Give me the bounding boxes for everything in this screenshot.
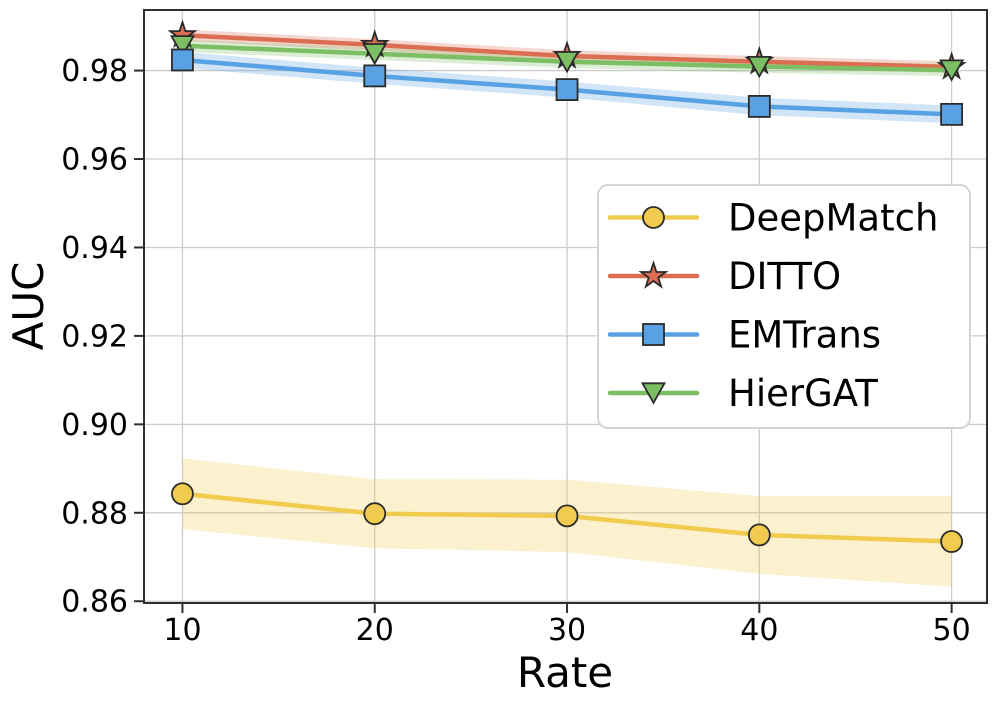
emtrans-square-marker-icon	[555, 78, 579, 101]
hiergat-triangle-down-marker-icon	[746, 56, 772, 79]
x-axis: 10 20 30 40 50	[163, 603, 971, 648]
deepmatch-circle-marker-icon	[171, 482, 194, 506]
x-axis-title: Rate	[516, 648, 614, 697]
hiergat-triangle-down-marker-icon	[362, 43, 388, 66]
y-tick-label: 0.94	[61, 231, 128, 266]
legend-entry-ditto: DITTO	[607, 255, 841, 298]
y-tick-label: 0.92	[61, 319, 128, 354]
deepmatch-circle-marker-icon	[363, 502, 387, 526]
deepmatch-circle-marker-icon	[747, 523, 771, 547]
legend-triangle-down-marker-icon	[640, 382, 667, 405]
hiergat-triangle-down-marker-icon	[554, 51, 580, 74]
hiergat-triangle-down-marker-icon	[939, 59, 965, 82]
x-tick-label: 20	[356, 613, 394, 648]
x-tick-label: 10	[163, 613, 201, 648]
emtrans-square-marker-icon	[940, 102, 964, 126]
legend-circle-marker-icon	[642, 206, 665, 229]
y-axis: 0.86 0.88 0.90 0.92 0.94 0.96 0.98	[61, 54, 144, 620]
y-tick-label: 0.86	[61, 585, 128, 620]
legend-entry-hiergat: HierGAT	[607, 372, 878, 415]
x-tick-label: 30	[548, 613, 586, 648]
x-tick-label: 40	[740, 613, 778, 648]
hiergat-triangle-down-marker-icon	[169, 35, 196, 58]
legend-entry-emtrans: EMTrans	[607, 314, 881, 357]
y-tick-label: 0.96	[61, 143, 128, 178]
y-tick-label: 0.98	[61, 54, 128, 89]
legend-label: EMTrans	[728, 314, 881, 357]
emtrans-square-marker-icon	[363, 64, 387, 88]
emtrans-square-marker-icon	[171, 48, 194, 72]
series-markers-hiergat	[169, 35, 965, 82]
legend-entry-deepmatch: DeepMatch	[607, 197, 938, 240]
series-markers-deepmatch	[171, 482, 964, 553]
legend-label: DITTO	[728, 255, 841, 298]
legend-label: DeepMatch	[728, 197, 938, 240]
legend-label: HierGAT	[728, 372, 878, 415]
x-tick-label: 50	[933, 613, 971, 648]
deepmatch-circle-marker-icon	[555, 504, 579, 528]
plot-frame	[143, 9, 988, 604]
legend: DeepMatch DITTO EMTrans HierGAT	[597, 184, 971, 429]
y-tick-label: 0.90	[61, 408, 128, 443]
emtrans-square-marker-icon	[747, 95, 771, 118]
legend-star-marker-icon	[638, 260, 669, 289]
y-axis-title: AUC	[4, 261, 53, 351]
y-tick-label: 0.88	[61, 496, 128, 531]
series-markers-emtrans	[171, 48, 964, 126]
legend-square-marker-icon	[642, 323, 665, 346]
legend-box	[597, 184, 971, 429]
deepmatch-circle-marker-icon	[940, 530, 964, 553]
